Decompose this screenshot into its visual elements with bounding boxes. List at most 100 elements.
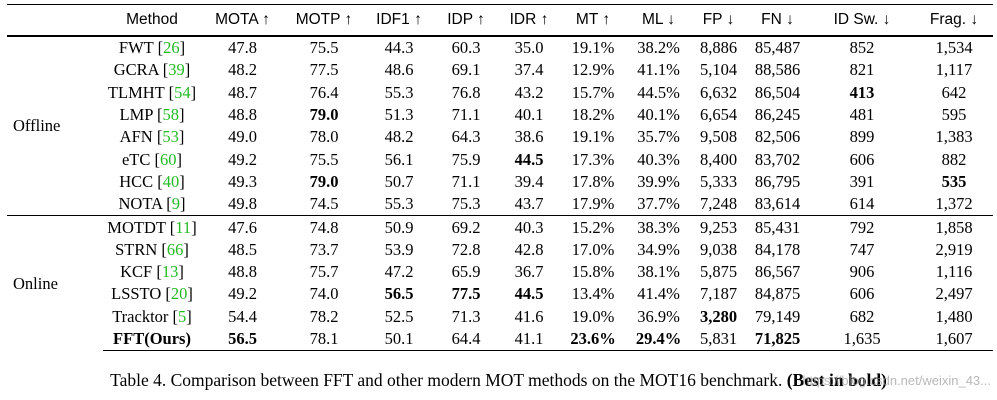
citation-link[interactable]: 13 xyxy=(161,262,179,282)
metric-cell: 71.1 xyxy=(451,105,481,125)
metric-cell: 391 xyxy=(849,171,875,191)
method-name: FFT(Ours) xyxy=(113,329,191,348)
metric-cell: 48.6 xyxy=(384,60,414,80)
metric-cell: 821 xyxy=(849,60,875,80)
header-metric: FP ↓ xyxy=(691,4,746,37)
metric-cell: 41.4% xyxy=(637,284,680,304)
method-name: HCC xyxy=(119,171,154,191)
table-row: eTC [60] 49.2 75.5 56.1 75.9 44.5 17.3% 40.3% 8,… xyxy=(7,148,993,170)
metric-cell: 79,149 xyxy=(754,306,801,326)
metric-cell: 75.5 xyxy=(309,149,339,169)
metric-cell: 56.5 xyxy=(201,327,284,352)
citation-link[interactable]: 53 xyxy=(162,127,179,147)
metric-cell: 78.1 xyxy=(284,327,364,352)
metric-cell: 43.2 xyxy=(514,82,544,102)
metric-cell: 75.5 xyxy=(284,34,364,60)
metric-cell: 51.3 xyxy=(384,105,414,125)
group-label: Online xyxy=(7,215,103,351)
metric-cell: 12.9% xyxy=(571,60,615,80)
metric-cell: 6,654 xyxy=(699,105,738,125)
metric-cell: 75.9 xyxy=(451,149,481,169)
header-metric: FN ↓ xyxy=(746,4,809,37)
method-cell: NOTA [9] xyxy=(103,193,201,216)
method-cell: LSSTO [20] xyxy=(103,283,201,305)
metric-cell: 48.7 xyxy=(228,82,257,102)
citation-link[interactable]: 39 xyxy=(168,60,185,80)
citation-link[interactable]: 11 xyxy=(175,217,192,237)
metric-cell: 50.1 xyxy=(364,327,434,352)
citation: [60] xyxy=(150,149,183,169)
metric-cell: 48.2 xyxy=(384,127,414,147)
metric-cell: 5,104 xyxy=(699,60,738,80)
citation-link[interactable]: 9 xyxy=(171,194,180,214)
table-caption: Table 4. Comparison between FFT and othe… xyxy=(0,370,997,391)
method-name: MOTDT xyxy=(107,217,166,237)
metric-cell: 71,825 xyxy=(746,327,809,352)
citation-link[interactable]: 26 xyxy=(163,38,180,58)
metric-cell: 40.1% xyxy=(637,105,680,125)
metric-cell: 852 xyxy=(809,34,915,60)
table-row: FFT(Ours) 56.5 78.1 50.1 64.4 41.1 23.6% 29.4% 5… xyxy=(7,327,993,352)
method-cell: LMP [58] xyxy=(103,104,201,126)
header-metric: MT ↑ xyxy=(560,4,626,37)
metric-cell: 52.5 xyxy=(384,306,414,326)
metric-cell: 36.9% xyxy=(637,306,680,326)
metric-cell: 75.3 xyxy=(451,194,481,214)
table-row: GCRA [39] 48.2 77.5 48.6 69.1 37.4 12.9% 41.1% 5… xyxy=(7,59,993,81)
metric-cell: 906 xyxy=(849,262,875,282)
metric-cell: 49.2 xyxy=(228,149,257,169)
metric-cell: 5,831 xyxy=(691,327,746,352)
metric-cell: 41.1 xyxy=(498,327,560,352)
method-name: Tracktor xyxy=(112,306,169,326)
metric-cell: 7,248 xyxy=(699,194,738,214)
metric-cell: 17.3% xyxy=(571,149,615,169)
metric-cell: 9,038 xyxy=(699,239,738,259)
metric-cell: 75.7 xyxy=(309,262,339,282)
method-name: AFN xyxy=(119,127,153,147)
method-cell: TLMHT [54] xyxy=(103,82,201,104)
results-table: Method MOTA ↑ MOTP ↑ IDF1 ↑ IDP ↑ IDR ↑ MT ↑ ML… xyxy=(7,4,993,352)
citation: [13] xyxy=(152,262,184,282)
metric-cell: 1,383 xyxy=(935,127,973,147)
metric-cell: 65.9 xyxy=(451,262,481,282)
metric-cell: 44.5 xyxy=(514,149,544,169)
metric-cell: 1,480 xyxy=(935,306,973,326)
metric-cell: 29.4% xyxy=(626,327,691,352)
method-name: STRN xyxy=(115,239,158,259)
citation-link[interactable]: 20 xyxy=(170,284,188,304)
table-row: STRN [66] 48.5 73.7 53.9 72.8 42.8 17.0% 34.9% 9… xyxy=(7,239,993,261)
metric-cell: 86,795 xyxy=(754,171,801,191)
metric-cell: 69.2 xyxy=(434,215,498,239)
citation-link[interactable]: 5 xyxy=(178,306,187,326)
metric-cell: 42.8 xyxy=(514,239,544,259)
metric-cell: 1,117 xyxy=(935,60,973,80)
citation-link[interactable]: 60 xyxy=(160,149,177,169)
citation-link[interactable]: 54 xyxy=(174,82,191,102)
metric-cell: 71.1 xyxy=(451,171,481,191)
metric-cell: 69.1 xyxy=(451,60,481,80)
metric-cell: 85,487 xyxy=(746,34,809,60)
metric-cell: 71.3 xyxy=(451,306,481,326)
header-metric: IDP ↑ xyxy=(434,4,498,37)
citation: [54] xyxy=(164,82,197,102)
results-table-container: Method MOTA ↑ MOTP ↑ IDF1 ↑ IDP ↑ IDR ↑ MT ↑ ML… xyxy=(7,4,993,352)
metric-cell: 37.7% xyxy=(637,194,680,214)
metric-cell: 88,586 xyxy=(754,60,801,80)
metric-cell: 86,504 xyxy=(754,82,801,102)
metric-cell: 76.4 xyxy=(309,82,339,102)
citation-link[interactable]: 58 xyxy=(162,105,179,125)
metric-cell: 23.6% xyxy=(560,327,626,352)
metric-cell: 49.3 xyxy=(228,171,257,191)
metric-cell: 1,607 xyxy=(915,327,993,352)
metric-cell: 48.5 xyxy=(228,239,257,259)
table-row: AFN [53] 49.0 78.0 48.2 64.3 38.6 19.1% 35.7% 9,… xyxy=(7,126,993,148)
method-name: GCRA xyxy=(113,60,159,80)
citation-link[interactable]: 66 xyxy=(166,239,184,259)
citation-link[interactable]: 40 xyxy=(162,171,180,191)
metric-cell: 74.5 xyxy=(309,194,339,214)
metric-cell: 606 xyxy=(849,284,875,304)
metric-cell: 882 xyxy=(941,149,967,169)
method-cell: MOTDT [11] xyxy=(103,215,201,239)
table-row: KCF [13] 48.8 75.7 47.2 65.9 36.7 15.8% 38.1% 5,… xyxy=(7,261,993,283)
metric-cell: 39.4 xyxy=(514,171,544,191)
